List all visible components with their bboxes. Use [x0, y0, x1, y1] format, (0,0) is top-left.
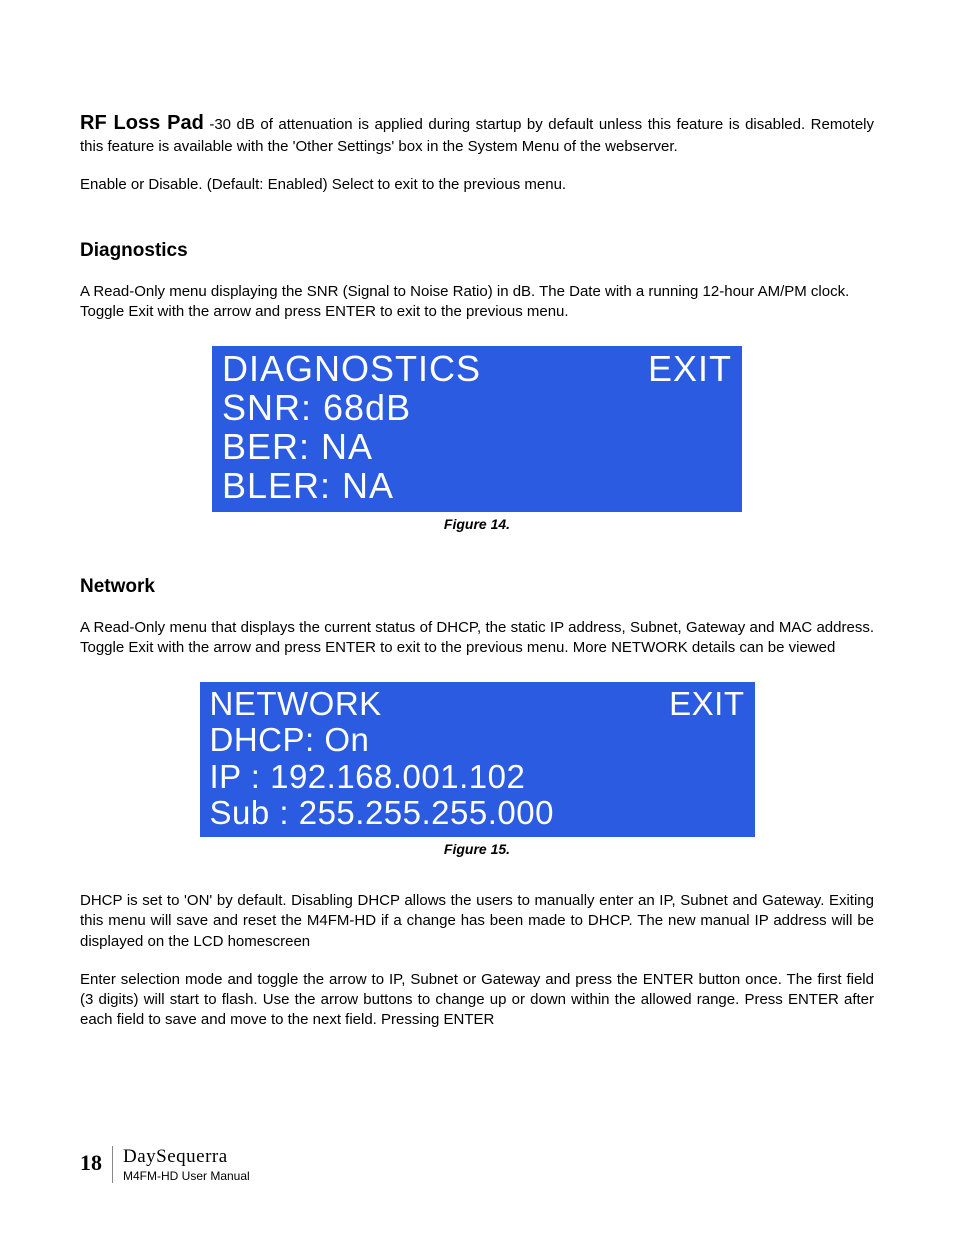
lcd-row-title: DIAGNOSTICS EXIT	[222, 350, 732, 389]
diagnostics-para: A Read-Only menu displaying the SNR (Sig…	[80, 282, 874, 323]
page-footer: 18 DaySequerra M4FM-HD User Manual	[80, 1146, 250, 1183]
rf-loss-pad-para2: Enable or Disable. (Default: Enabled) Se…	[80, 175, 874, 195]
diagnostics-heading: Diagnostics	[80, 240, 874, 262]
lcd-snr: SNR: 68dB	[222, 389, 732, 428]
network-para3: Enter selection mode and toggle the arro…	[80, 970, 874, 1031]
lcd-ber: BER: NA	[222, 428, 732, 467]
network-para2: DHCP is set to 'ON' by default. Disablin…	[80, 891, 874, 952]
rf-loss-pad-para1: RF Loss Pad -30 dB of attenuation is app…	[80, 110, 874, 157]
lcd-title: DIAGNOSTICS	[222, 350, 481, 389]
rf-loss-pad-heading: RF Loss Pad	[80, 112, 204, 134]
footer-brand: DaySequerra	[123, 1146, 250, 1168]
lcd-bler: BLER: NA	[222, 467, 732, 506]
lcd-row-title-net: NETWORK EXIT	[210, 686, 745, 722]
footer-right: DaySequerra M4FM-HD User Manual	[112, 1146, 250, 1183]
network-lcd-wrap: NETWORK EXIT DHCP: On IP : 192.168.001.1…	[80, 682, 874, 837]
lcd-sub: Sub : 255.255.255.000	[210, 795, 745, 831]
figure-15-caption: Figure 15.	[80, 841, 874, 857]
lcd-title-net: NETWORK	[210, 686, 382, 722]
diagnostics-lcd-wrap: DIAGNOSTICS EXIT SNR: 68dB BER: NA BLER:…	[80, 346, 874, 512]
lcd-dhcp: DHCP: On	[210, 722, 745, 758]
network-heading: Network	[80, 576, 874, 598]
lcd-exit-net: EXIT	[669, 686, 744, 722]
page-content: RF Loss Pad -30 dB of attenuation is app…	[80, 110, 874, 1031]
figure-14-caption: Figure 14.	[80, 516, 874, 532]
network-lcd: NETWORK EXIT DHCP: On IP : 192.168.001.1…	[200, 682, 755, 837]
network-para1: A Read-Only menu that displays the curre…	[80, 618, 874, 659]
footer-manual: M4FM-HD User Manual	[123, 1169, 250, 1183]
diagnostics-lcd: DIAGNOSTICS EXIT SNR: 68dB BER: NA BLER:…	[212, 346, 742, 512]
lcd-exit: EXIT	[648, 350, 732, 389]
page-number: 18	[80, 1146, 102, 1176]
lcd-ip: IP : 192.168.001.102	[210, 759, 745, 795]
